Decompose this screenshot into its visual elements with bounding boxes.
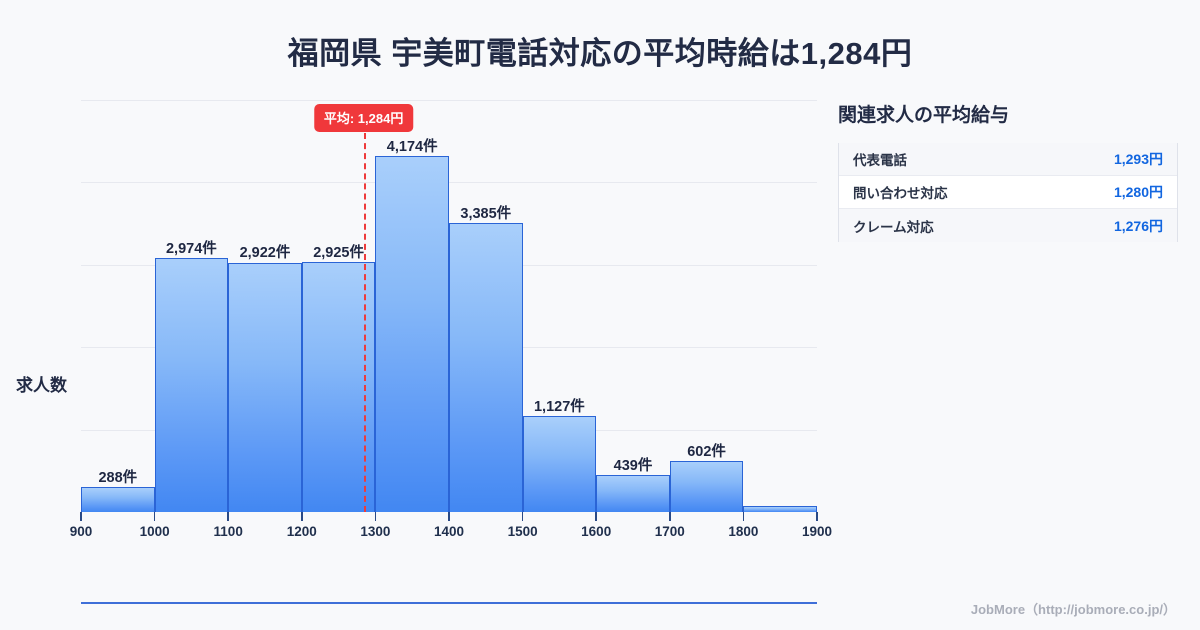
job-type-label: 代表電話 bbox=[853, 153, 907, 168]
x-axis-tick-label: 1800 bbox=[728, 524, 759, 539]
histogram-bar bbox=[596, 474, 670, 512]
average-wage-value: 1,293円 bbox=[1113, 151, 1163, 167]
histogram-chart: 288件 2,974件 2,922件 2,925件 4,174件 3,385件 1,127件… bbox=[0, 90, 832, 604]
histogram-bar bbox=[743, 505, 817, 512]
bar-value-label: 2,974件 bbox=[165, 241, 217, 258]
footer-credit: JobMore（http://jobmore.co.jp/） bbox=[970, 602, 1176, 617]
bar-value-label: 3,385件 bbox=[460, 205, 512, 222]
x-axis-tick bbox=[80, 512, 82, 521]
bar-value-label: 1,127件 bbox=[533, 398, 585, 415]
x-axis-tick bbox=[521, 512, 524, 521]
bar-value-label: 439件 bbox=[613, 457, 653, 474]
x-axis-tick bbox=[448, 512, 450, 521]
y-axis-label: 求人数 bbox=[16, 376, 67, 395]
average-line bbox=[363, 133, 366, 512]
x-axis-tick-label: 1200 bbox=[286, 524, 317, 539]
average-wage-value: 1,280円 bbox=[1113, 184, 1163, 200]
x-axis-tick bbox=[374, 512, 377, 521]
x-axis-tick bbox=[595, 512, 597, 521]
x-axis-tick-label: 1600 bbox=[581, 524, 612, 539]
average-badge: 平均: 1,284円 bbox=[313, 104, 414, 132]
x-axis-tick bbox=[227, 512, 229, 521]
page-title: 福岡県 宇美町電話対応の平均時給は1,284円 bbox=[287, 36, 913, 71]
x-axis-tick-label: 1300 bbox=[360, 524, 391, 539]
x-axis-tick bbox=[742, 512, 745, 521]
histogram-bar bbox=[154, 258, 229, 512]
histogram-bar bbox=[228, 262, 302, 512]
x-axis-tick bbox=[669, 512, 671, 521]
x-axis-tick-label: 1500 bbox=[507, 524, 538, 539]
bar-value-label: 4,174件 bbox=[386, 138, 438, 155]
histogram-bar bbox=[301, 262, 376, 512]
x-axis-tick-label: 1000 bbox=[139, 524, 170, 539]
table-row: クレーム対応 1,276円 bbox=[839, 209, 1177, 242]
job-type-label: クレーム対応 bbox=[853, 219, 934, 235]
table-row: 問い合わせ対応 1,280円 bbox=[839, 176, 1177, 209]
histogram-bar bbox=[375, 155, 449, 512]
histogram-bar bbox=[522, 415, 597, 512]
related-salary-table: 代表電話 1,293円問い合わせ対応 1,280円クレーム対応 1,276円 bbox=[838, 143, 1178, 242]
x-axis-tick-label: 1900 bbox=[801, 524, 833, 539]
x-axis-tick bbox=[153, 512, 156, 521]
x-axis-tick-label: 900 bbox=[69, 524, 93, 539]
x-axis-tick bbox=[816, 512, 818, 521]
x-axis-tick-label: 1400 bbox=[433, 524, 465, 539]
average-wage-value: 1,276円 bbox=[1113, 217, 1163, 234]
table-row: 代表電話 1,293円 bbox=[839, 143, 1177, 176]
gridline bbox=[81, 100, 817, 101]
bar-value-label: 2,925件 bbox=[313, 245, 364, 262]
x-axis-tick-label: 1700 bbox=[654, 524, 685, 539]
histogram-bar bbox=[81, 487, 155, 512]
histogram-bar bbox=[669, 460, 744, 512]
bar-value-label: 2,922件 bbox=[239, 245, 291, 262]
x-axis-tick bbox=[301, 512, 303, 521]
panel-heading: 関連求人の平均給与 bbox=[838, 105, 1010, 126]
x-axis-tick-label: 1100 bbox=[213, 524, 243, 539]
bar-value-label: 602件 bbox=[687, 443, 726, 460]
related-salary-panel: 関連求人の平均給与 代表電話 1,293円問い合わせ対応 1,280円クレーム対応 1… bbox=[838, 100, 1178, 242]
gridline bbox=[81, 182, 817, 184]
x-axis-line bbox=[81, 602, 817, 604]
bar-value-label: 288件 bbox=[98, 470, 138, 487]
histogram-bar bbox=[449, 222, 523, 512]
job-type-label: 問い合わせ対応 bbox=[853, 186, 948, 201]
